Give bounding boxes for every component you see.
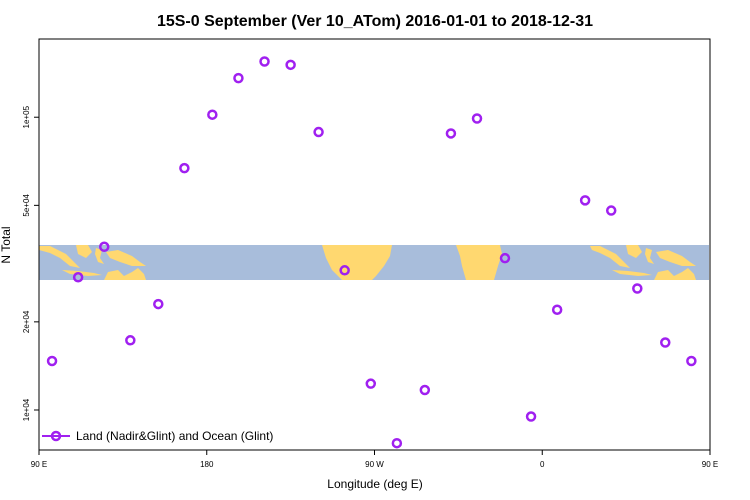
data-point — [391, 437, 403, 449]
data-point — [313, 126, 324, 138]
landmass-africa — [456, 245, 502, 280]
x-tick-label: 180 — [200, 460, 214, 469]
data-point — [125, 335, 136, 346]
x-axis: 90 E 180 90 W 0 90 E — [31, 450, 718, 469]
landmass-sulawesi — [95, 248, 104, 264]
landmass-australia-north — [104, 268, 146, 280]
landmass-indonesia-west — [39, 246, 80, 268]
legend: Land (Nadir&Glint) and Ocean (Glint) — [42, 429, 273, 443]
landmass-new-guinea — [106, 250, 146, 266]
landmass-new-guinea-repeat — [656, 250, 696, 266]
data-point — [179, 162, 190, 174]
data-point — [525, 411, 537, 422]
y-axis-title: N Total — [0, 226, 13, 263]
data-point — [419, 384, 431, 396]
x-tick-label: 0 — [540, 460, 545, 469]
data-point — [471, 113, 483, 124]
data-point — [445, 128, 457, 139]
data-point — [365, 378, 377, 389]
landmass-indonesia-west-repeat — [590, 246, 630, 268]
plot-area — [38, 38, 711, 451]
world-map-band — [39, 245, 709, 280]
y-tick-label: 2e+04 — [22, 310, 31, 333]
landmass-borneo-repeat — [626, 245, 642, 258]
data-point — [579, 195, 591, 206]
landmass-sulawesi-repeat — [645, 248, 654, 264]
data-point — [259, 56, 270, 67]
data-points — [46, 56, 697, 449]
chart-title: 15S-0 September (Ver 10_ATom) 2016-01-01… — [157, 13, 593, 30]
x-tick-label: 90 E — [31, 460, 47, 469]
data-point — [339, 265, 350, 276]
y-tick-label: 1e+04 — [22, 398, 31, 421]
data-point — [98, 241, 110, 253]
data-point — [285, 59, 296, 71]
landmass-australia-north-repeat — [654, 268, 696, 280]
data-point — [660, 337, 671, 348]
data-point — [686, 355, 697, 367]
data-point — [46, 355, 58, 367]
y-tick-label: 1e+05 — [22, 105, 31, 128]
data-point — [153, 298, 164, 310]
landmass-borneo — [76, 245, 92, 258]
landmass-java — [62, 270, 102, 276]
y-axis: 1e+04 2e+04 5e+04 1e+05 — [22, 105, 39, 421]
landmass-java-repeat — [612, 270, 652, 276]
x-tick-label: 90 W — [365, 460, 384, 469]
data-point — [499, 252, 511, 264]
x-axis-title: Longitude (deg E) — [327, 477, 422, 491]
data-point — [72, 272, 84, 283]
legend-entry-label: Land (Nadir&Glint) and Ocean (Glint) — [76, 429, 273, 443]
data-point — [207, 109, 218, 120]
data-point — [605, 205, 617, 216]
data-point — [632, 283, 643, 294]
landmass-south-america — [322, 245, 392, 280]
legend-marker — [50, 430, 62, 442]
data-point — [551, 304, 563, 315]
data-point — [233, 72, 244, 84]
y-tick-label: 5e+04 — [22, 194, 31, 217]
x-tick-label: 90 E — [702, 460, 718, 469]
